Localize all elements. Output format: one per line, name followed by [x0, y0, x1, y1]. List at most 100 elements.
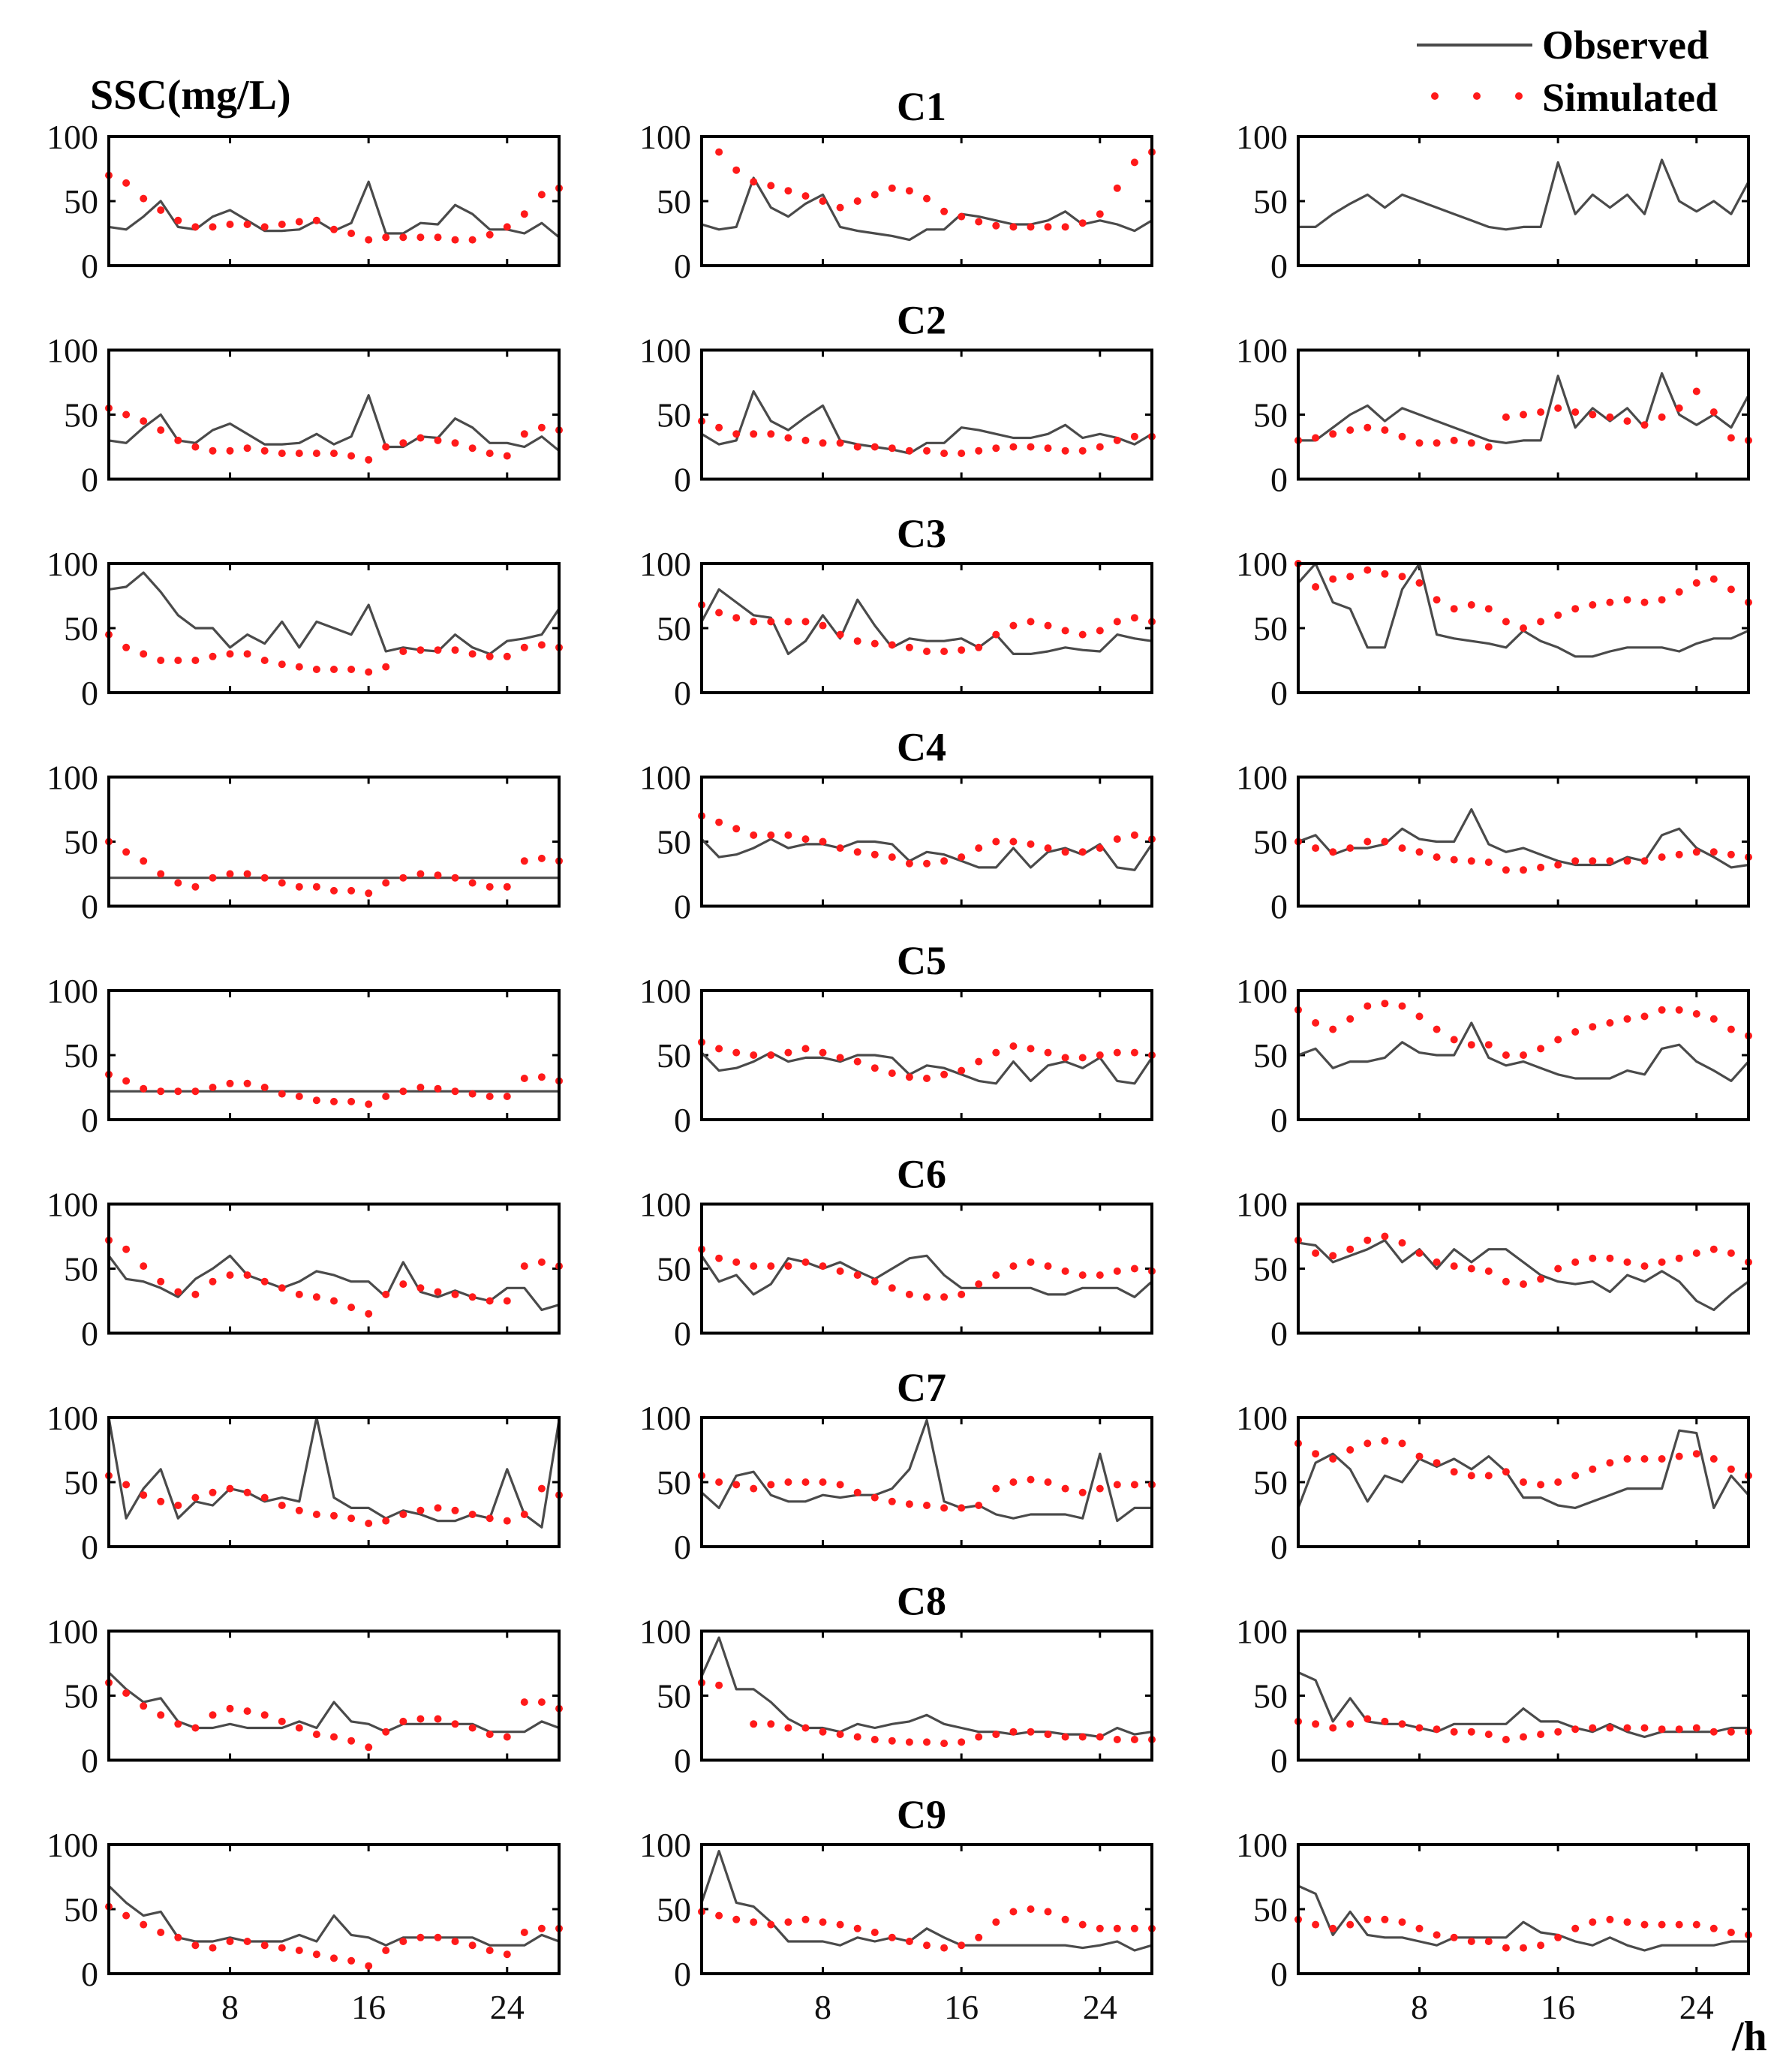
simulated-point [958, 853, 966, 862]
simulated-point [870, 191, 879, 199]
simulated-point [1537, 1941, 1545, 1950]
simulated-point [191, 1941, 200, 1950]
simulated-point [295, 1947, 303, 1954]
simulated-point [1467, 1472, 1475, 1480]
simulated-point [260, 223, 269, 231]
simulated-point [174, 1933, 182, 1941]
simulated-point [1467, 1938, 1475, 1945]
panel-r9-c2: 0 50 100 8 16 24 [639, 1826, 1156, 2026]
simulated-point [715, 1911, 723, 1920]
simulated-point [1727, 1025, 1735, 1033]
plot-frame [700, 775, 1153, 908]
simulated-point [468, 879, 477, 887]
simulated-point [1061, 223, 1069, 231]
simulated-point [1044, 1048, 1052, 1057]
plot-frame [107, 989, 561, 1121]
simulated-point [1571, 1924, 1580, 1932]
simulated-point [382, 1728, 390, 1736]
simulated-point [1520, 866, 1527, 874]
simulated-point [434, 1715, 442, 1723]
simulated-point [486, 883, 494, 891]
simulated-point [750, 1051, 758, 1059]
simulated-point [1061, 1484, 1069, 1493]
simulated-point [1329, 848, 1337, 856]
simulated-point [1537, 1275, 1545, 1283]
y-tick-label: 50 [1253, 396, 1288, 435]
simulated-point [923, 447, 931, 455]
simulated-point [468, 1941, 477, 1950]
panel-r1-c1: 0 50 100 [47, 118, 563, 285]
simulated-point [1709, 1015, 1718, 1023]
y-tick-label: 50 [657, 1677, 691, 1716]
plot-frame [700, 989, 1153, 1121]
simulated-point [1589, 410, 1597, 419]
y-tick-label: 50 [64, 1890, 98, 1929]
y-tick-label: 0 [1270, 461, 1288, 499]
simulated-point [1675, 404, 1683, 412]
row-title: C9 [897, 1792, 946, 1837]
simulated-point [399, 1717, 407, 1725]
simulated-point [732, 1258, 741, 1266]
simulated-point [260, 874, 269, 882]
simulated-point [1044, 1731, 1052, 1739]
simulated-point [278, 660, 286, 669]
simulated-point [1623, 857, 1631, 865]
simulated-point [958, 450, 966, 458]
simulated-point [784, 1724, 792, 1732]
simulated-point [122, 410, 131, 419]
panel-r3-c2: 0 50 100 [639, 545, 1156, 712]
simulated-point [1675, 588, 1683, 596]
simulated-point [365, 236, 373, 244]
simulated-point [1433, 853, 1441, 862]
simulated-point [468, 1724, 477, 1732]
panel-r4-c1: 0 50 100 [47, 759, 563, 926]
simulated-point [784, 1262, 792, 1271]
y-tick-label: 100 [639, 1826, 691, 1864]
simulated-point [1640, 1012, 1649, 1021]
simulated-point [1450, 1933, 1458, 1941]
simulated-point [923, 1075, 931, 1082]
simulated-point [801, 1478, 810, 1486]
simulated-point [1130, 1481, 1138, 1489]
x-tick-label: 24 [1083, 1988, 1117, 2026]
simulated-point [1484, 605, 1493, 613]
simulated-point [451, 1938, 459, 1945]
simulated-point [1061, 1733, 1069, 1741]
simulated-point [1027, 1258, 1035, 1266]
simulated-point [1571, 605, 1580, 613]
simulated-point [226, 1484, 234, 1493]
simulated-point [853, 1057, 861, 1066]
row-title: C4 [897, 725, 946, 770]
y-tick-label: 100 [1236, 1186, 1288, 1224]
y-tick-label: 0 [81, 674, 98, 712]
simulated-point [958, 1066, 966, 1075]
simulated-point [486, 652, 494, 660]
simulated-point [870, 1277, 879, 1286]
simulated-point [1450, 1728, 1458, 1736]
simulated-point [1415, 848, 1424, 856]
observed-series-line [1297, 1429, 1750, 1510]
simulated-point [1027, 1728, 1035, 1736]
panel-r7-c2: 0 50 100 [639, 1399, 1156, 1566]
simulated-point [1044, 621, 1052, 630]
simulated-point [260, 1711, 269, 1719]
simulated-point [416, 1084, 425, 1091]
simulated-point [312, 666, 320, 673]
simulated-point [1130, 1736, 1138, 1743]
simulated-point [975, 1280, 983, 1289]
simulated-point [1658, 1258, 1666, 1266]
simulated-point [468, 1293, 477, 1301]
simulated-point [819, 197, 827, 205]
simulated-point [801, 192, 810, 200]
simulated-point [1450, 1262, 1458, 1271]
simulated-point [140, 1491, 148, 1499]
y-tick-label: 50 [657, 182, 691, 221]
simulated-point [905, 1500, 913, 1508]
simulated-point [1078, 1054, 1087, 1062]
plot-frame [107, 562, 561, 694]
simulated-point [1450, 436, 1458, 444]
simulated-point [767, 1262, 775, 1271]
x-tick-label: 8 [1411, 1988, 1428, 2026]
simulated-point [330, 1097, 338, 1105]
simulated-point [1130, 831, 1138, 839]
